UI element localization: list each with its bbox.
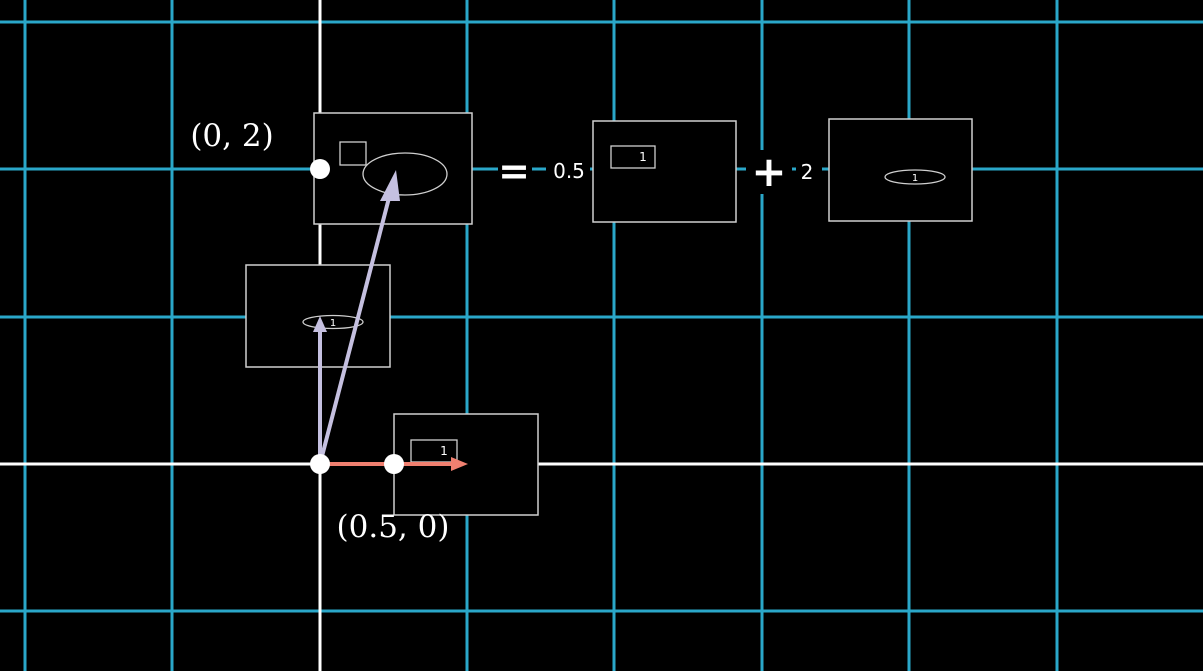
combined-card — [313, 112, 473, 225]
equals-sign: = — [498, 149, 530, 193]
unit-vector-right-arrowhead — [451, 457, 468, 471]
combined-vector — [318, 193, 392, 465]
plus-sign: + — [751, 147, 786, 196]
coef-backdrop — [796, 155, 822, 187]
eq-rect-card-frame — [592, 120, 737, 223]
point-half-zero — [384, 454, 404, 474]
point-bottom-label: (0.5, 0) — [337, 509, 450, 545]
eq-rect-shape — [610, 145, 656, 169]
card-frame — [313, 112, 473, 225]
eq-ellipse-card-frame — [828, 118, 973, 222]
combined-vector-arrowhead — [380, 170, 400, 201]
eq-ellipse-label: 1 — [912, 173, 918, 184]
origin-point — [310, 454, 330, 474]
plus-backdrop — [746, 150, 792, 194]
coefficient-2: 2 — [801, 160, 814, 184]
small-rect-shape — [339, 141, 367, 166]
point-zero-two — [310, 159, 330, 179]
large-ellipse-shape — [362, 152, 448, 196]
coefficient-1: 0.5 — [553, 159, 585, 183]
ellipse-shape — [302, 314, 364, 330]
eq-rect-label: 1 — [639, 150, 647, 164]
unit-vector-up-arrowhead — [313, 316, 327, 332]
rect-unit-label: 1 — [440, 444, 448, 458]
eq-ellipse-shape — [884, 169, 946, 185]
equals-backdrop — [498, 152, 532, 188]
equation: = 0.5 1 + 2 1 — [498, 118, 973, 223]
ellipse-unit-label: 1 — [330, 318, 336, 329]
points — [310, 159, 404, 474]
coef-backdrop — [546, 152, 590, 188]
point-top-label: (0, 2) — [190, 118, 273, 154]
